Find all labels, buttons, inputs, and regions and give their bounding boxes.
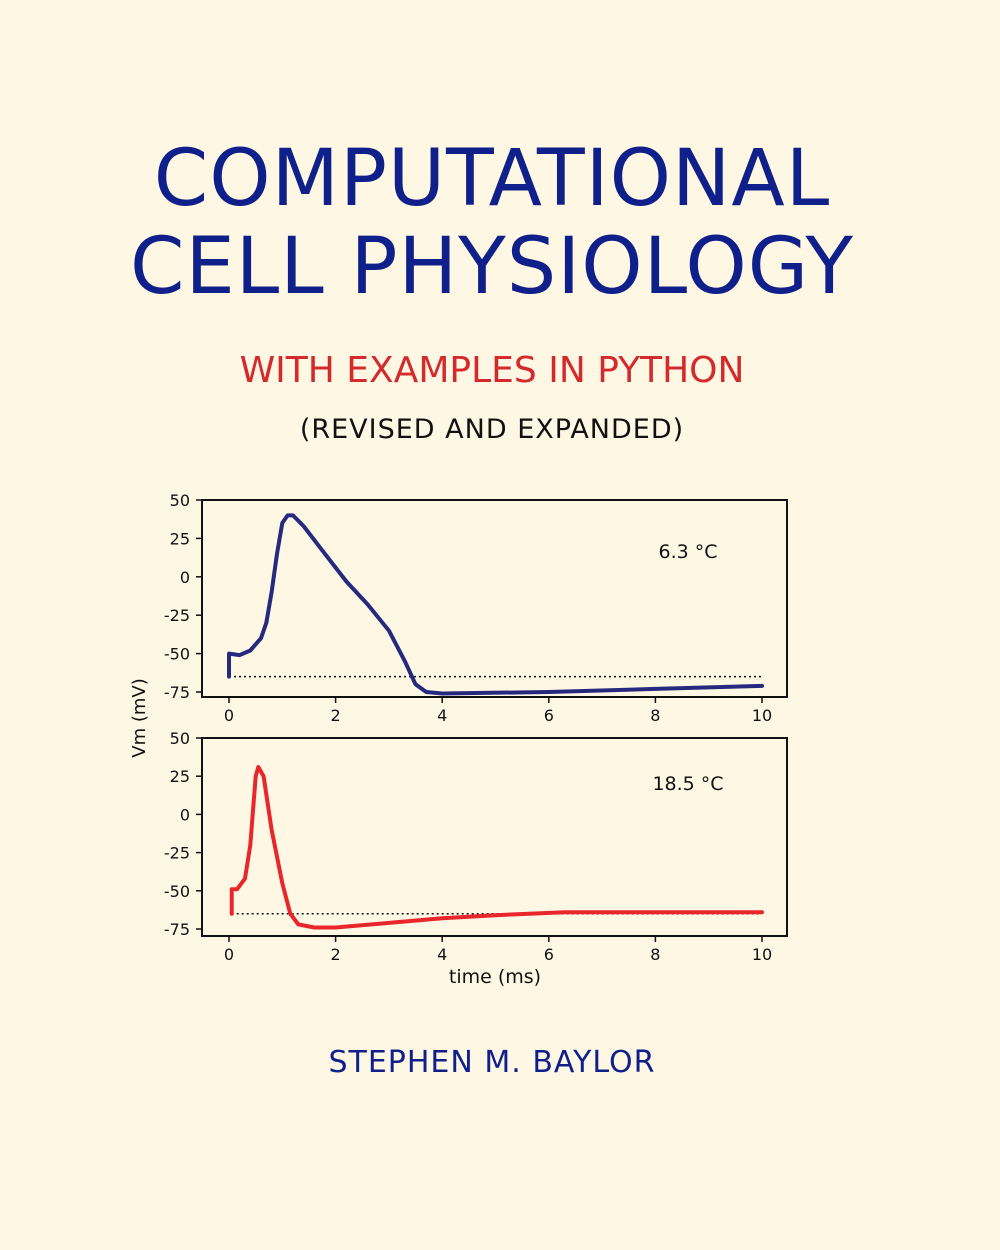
x-axis-label: time (ms) [449,966,541,988]
voltage-trace-bottom [229,765,764,930]
x-tick-label: 0 [224,945,234,964]
title-line-1: COMPUTATIONAL [153,134,831,224]
y-tick-label: -25 [164,606,190,625]
x-tick-label: 2 [331,945,341,964]
x-tick-label: 0 [224,706,234,725]
y-tick-label: 0 [180,568,190,587]
x-tick-label: 2 [331,706,341,725]
x-tick-label: 6 [544,945,554,964]
edition-note: (REVISED AND EXPANDED) [299,414,685,445]
y-tick-label: -50 [164,645,190,664]
y-tick-label: -75 [164,920,190,939]
y-tick-label: 25 [170,529,190,548]
title-line-2: CELL PHYSIOLOGY [130,222,854,312]
y-tick-label: 25 [170,767,190,786]
annotation-top: 6.3 °C [658,541,717,563]
author: STEPHEN M. BAYLOR [328,1045,656,1080]
x-tick-label: 8 [650,706,660,725]
y-tick-label: -75 [164,683,190,702]
y-tick-label: -50 [164,882,190,901]
x-tick-label: 4 [437,706,447,725]
plot-frame [201,737,788,937]
subtitle: WITH EXAMPLES IN PYTHON [239,350,745,391]
y-tick-label: 50 [170,491,190,510]
x-tick-label: 10 [752,945,772,964]
x-tick-label: 10 [752,706,772,725]
y-tick-label: -25 [164,844,190,863]
y-axis-label: Vm (mV) [129,678,150,757]
plot-frame [201,499,788,698]
annotation-bottom: 18.5 °C [652,773,723,795]
x-tick-label: 6 [544,706,554,725]
voltage-trace-top [227,513,764,696]
y-tick-label: 50 [170,729,190,748]
y-tick-label: 0 [180,805,190,824]
x-tick-label: 4 [437,945,447,964]
x-tick-label: 8 [650,945,660,964]
